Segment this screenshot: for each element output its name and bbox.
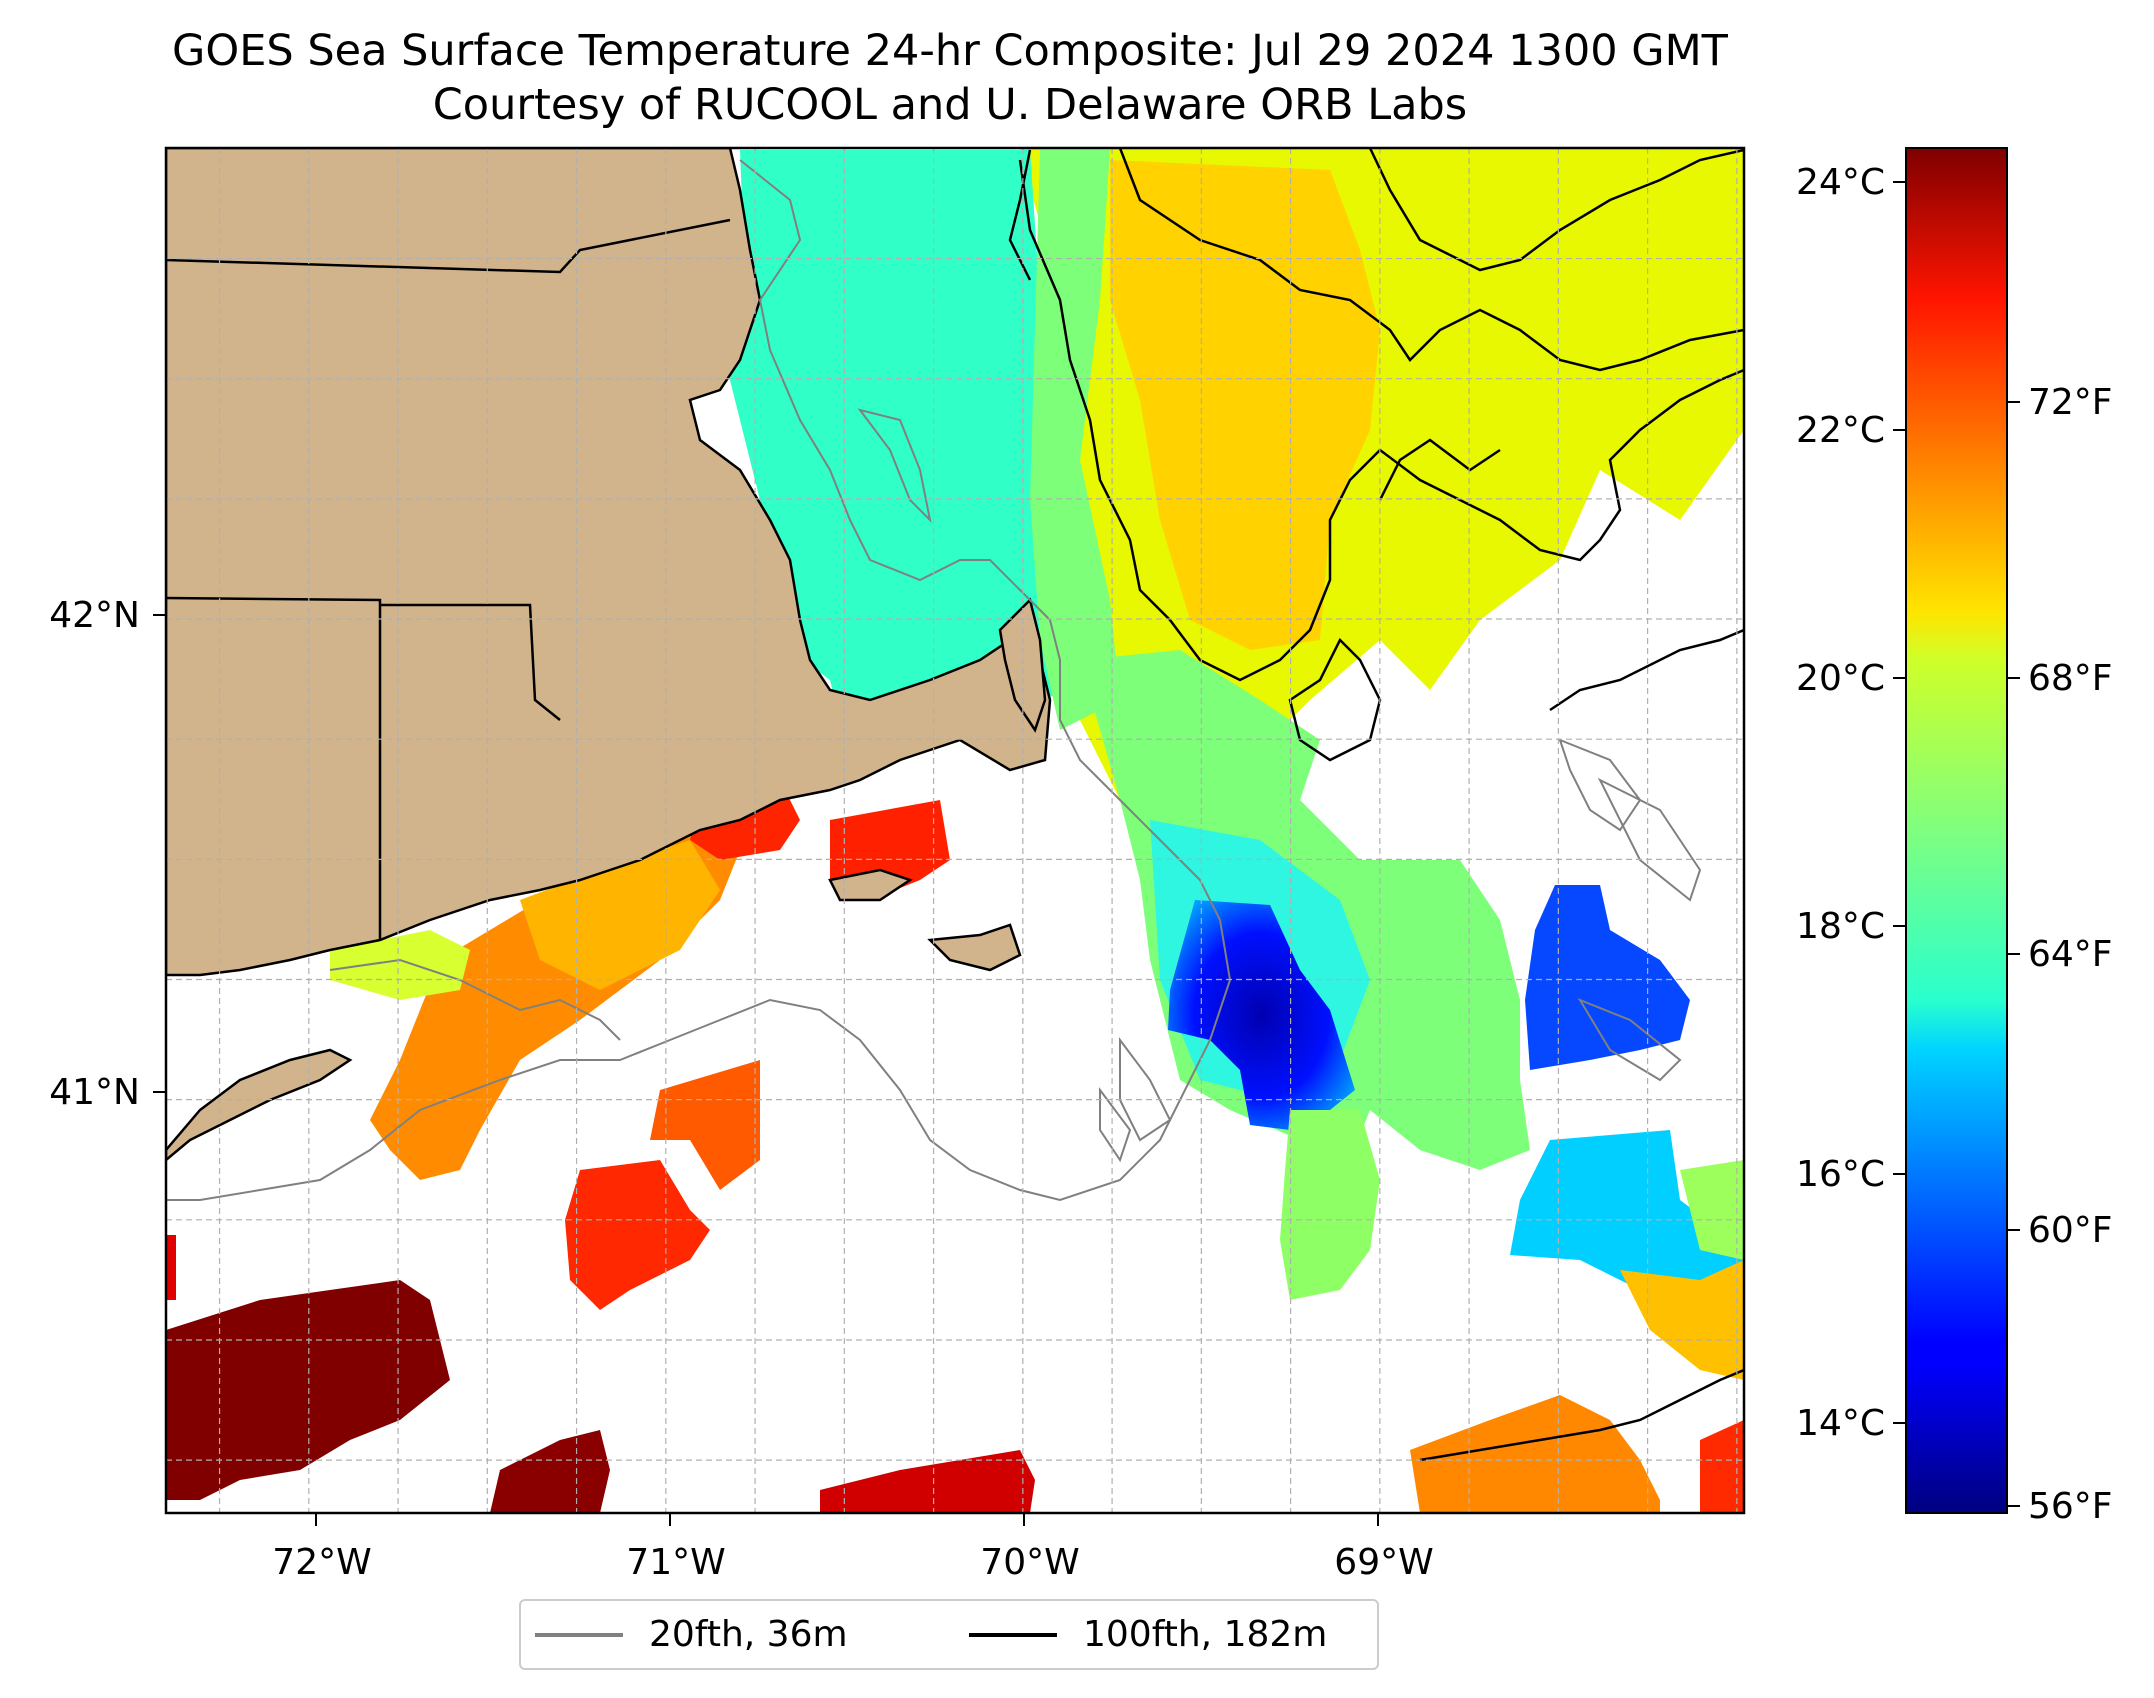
nova-scotia-piece	[1368, 148, 1744, 272]
colorbar-fahrenheit-axis: 72°F 68°F 64°F 60°F 56°F	[2007, 382, 2113, 1527]
x-tick-label: 69°W	[1334, 1542, 1433, 1583]
map-legend: 20fth, 36m 100fth, 182m	[519, 1599, 1379, 1670]
colorbar-f-tick: 72°F	[2028, 382, 2113, 423]
sst-central-gulf-warm	[1110, 160, 1380, 650]
x-axis: 72°W 71°W 70°W 69°W	[272, 1513, 1434, 1583]
sst-warm-red-south	[820, 1450, 1035, 1513]
colorbar-gradient	[1905, 147, 2008, 1514]
contour-100fth	[1008, 148, 1744, 1462]
sst-east-blue-patch	[1525, 885, 1690, 1070]
gridlines	[166, 148, 1744, 1513]
colorbar-celsius-axis: 24°C 22°C 20°C 18°C 16°C 14°C	[1796, 162, 1906, 1444]
x-tick-label: 70°W	[980, 1542, 1079, 1583]
x-tick-label: 72°W	[272, 1542, 371, 1583]
land	[166, 148, 1744, 1162]
contour-20fth	[166, 159, 1702, 1202]
sst-southeast-yellow	[1620, 1260, 1744, 1380]
long-island	[166, 1048, 353, 1162]
sst-southeast-green	[1680, 1160, 1744, 1260]
legend-label: 100fth, 182m	[1083, 1614, 1328, 1655]
colorbar-c-tick: 14°C	[1796, 1403, 1885, 1444]
sst-se-orange-bottom	[1410, 1395, 1660, 1513]
y-axis: 42°N 41°N	[49, 595, 166, 1113]
colorbar-f-tick: 68°F	[2028, 658, 2113, 699]
x-tick-label: 71°W	[626, 1542, 725, 1583]
map-subtitle: Courtesy of RUCOOL and U. Delaware ORB L…	[432, 80, 1468, 130]
map-frame	[164, 146, 1746, 1515]
colorbar-f-tick: 64°F	[2028, 934, 2113, 975]
colorbar-c-tick: 22°C	[1796, 410, 1885, 451]
sst-green-transition	[1030, 150, 1120, 730]
sst-south-red-patch	[565, 1160, 710, 1310]
colorbar-c-tick: 16°C	[1796, 1154, 1885, 1195]
marthas-vineyard	[828, 868, 913, 902]
sst-south-orange-red	[650, 1060, 760, 1190]
sst-se-central-patch	[1280, 1110, 1380, 1300]
legend-swatch-gray-line	[535, 1632, 623, 1637]
new-england-landmass	[166, 148, 1052, 977]
nantucket	[927, 923, 1022, 972]
colorbar-c-tick: 24°C	[1796, 162, 1885, 203]
colorbar-c-tick: 18°C	[1796, 906, 1885, 947]
sst-li-sound-yellowgreen	[330, 930, 470, 1000]
legend-item-20fth: 20fth, 36m	[535, 1601, 848, 1668]
sst-west-edge-red	[166, 1235, 176, 1300]
colorbar-c-tick: 20°C	[1796, 658, 1885, 699]
sst-cold-pool	[1168, 900, 1355, 1130]
map-area	[166, 148, 1744, 1513]
legend-swatch-black-line	[969, 1632, 1057, 1637]
colorbar: 24°C 22°C 20°C 18°C 16°C 14°C 72°F 68°F …	[1796, 147, 2113, 1527]
sst-se-red-bottom	[1700, 1420, 1744, 1513]
colorbar-f-tick: 60°F	[2028, 1210, 2113, 1251]
map-title: GOES Sea Surface Temperature 24-hr Compo…	[172, 26, 1728, 76]
sst-gulf-stream-darkred	[166, 1280, 450, 1500]
legend-label: 20fth, 36m	[649, 1614, 848, 1655]
cape-cod-arm	[998, 597, 1047, 733]
y-tick-label: 41°N	[49, 1072, 140, 1113]
colorbar-f-tick: 56°F	[2028, 1486, 2113, 1527]
sst-sound-yellow	[520, 840, 720, 990]
y-tick-label: 42°N	[49, 595, 140, 636]
state-borders	[166, 218, 731, 940]
sst-gulf-stream-darkred-2	[490, 1430, 610, 1513]
legend-item-100fth: 100fth, 182m	[969, 1601, 1327, 1668]
